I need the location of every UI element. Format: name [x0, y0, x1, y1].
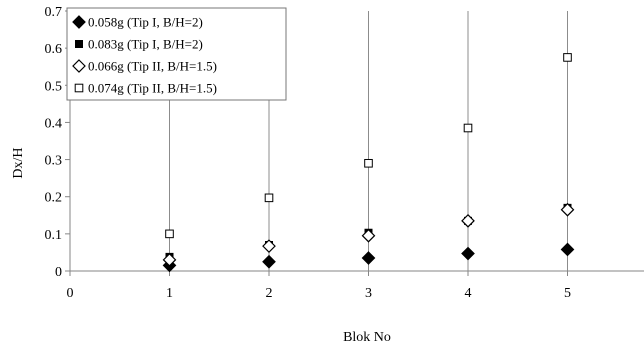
tick-labels: 00.10.20.30.40.50.60.70123456: [45, 5, 572, 301]
x-tick-label: 2: [266, 286, 273, 301]
y-tick-label: 0.5: [45, 79, 63, 94]
y-tick-label: 0.1: [45, 228, 63, 243]
data-point: [262, 254, 276, 269]
data-point: [361, 228, 376, 243]
y-tick-label: 0.4: [45, 116, 63, 131]
data-point: [262, 239, 276, 253]
data-point: [560, 242, 575, 257]
y-tick-label: 0.7: [45, 5, 63, 20]
legend-box: [66, 7, 287, 101]
legend-marker: [74, 83, 84, 93]
legend: 0.058g (Tip I, B/H=2) 0.083g (Tip I, B/H=…: [66, 7, 287, 101]
legend-marker: [72, 59, 86, 73]
y-axis-title: Dx/H: [11, 147, 26, 178]
x-tick-label: 1: [166, 286, 173, 301]
x-tick-label: 0: [67, 286, 74, 301]
legend-label: 0.074g (Tip II, B/H=1.5): [88, 81, 217, 96]
data-point: [461, 246, 475, 261]
data-point: [461, 214, 475, 228]
legend-label: 0.058g (Tip I, B/H=2): [88, 15, 203, 30]
data-points: [162, 53, 575, 273]
data-point: [560, 202, 575, 217]
data-point: [264, 193, 274, 203]
legend-marker: [72, 15, 86, 29]
data-point: [364, 158, 373, 168]
data-point: [463, 123, 473, 133]
legend-marker: [75, 40, 83, 48]
data-point: [165, 229, 174, 239]
x-tick-label: 3: [365, 286, 372, 301]
y-tick-label: 0.2: [45, 191, 63, 206]
y-tick-label: 0: [55, 265, 62, 280]
legend-label: 0.066g (Tip II, B/H=1.5): [88, 59, 217, 74]
legend-label: 0.083g (Tip I, B/H=2): [88, 37, 203, 52]
x-tick-label: 5: [564, 286, 571, 301]
y-tick-label: 0.3: [45, 154, 63, 169]
y-tick-label: 0.6: [45, 42, 63, 57]
data-point: [162, 253, 177, 267]
data-point: [361, 251, 376, 265]
data-point: [563, 53, 572, 62]
x-axis-title: Blok No: [343, 330, 391, 345]
x-tick-label: 4: [465, 286, 472, 301]
